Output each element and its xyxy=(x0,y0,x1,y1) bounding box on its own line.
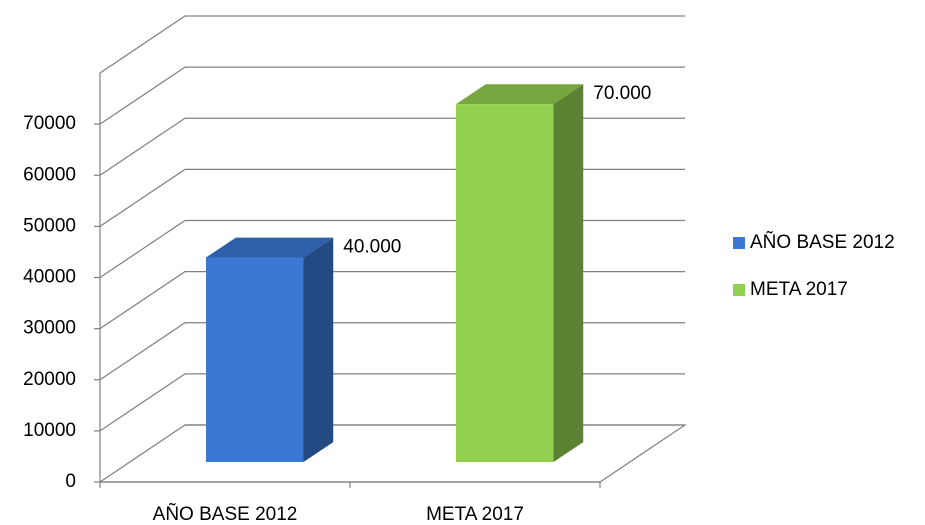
bar xyxy=(456,104,554,463)
bar-top xyxy=(206,237,334,258)
grid-line xyxy=(99,271,685,330)
y-tick-label: 50000 xyxy=(23,215,76,236)
bar-side xyxy=(553,84,584,463)
floor-edge xyxy=(100,424,687,483)
grid-line xyxy=(99,322,685,381)
y-tick-label: 10000 xyxy=(23,420,76,441)
bar xyxy=(206,257,304,463)
y-tick-label: 30000 xyxy=(23,318,76,339)
grid-line xyxy=(99,66,685,125)
grid-line xyxy=(99,373,685,432)
value-label: 70.000 xyxy=(593,83,651,104)
legend-label: AÑO BASE 2012 xyxy=(750,231,895,253)
value-label: 40.000 xyxy=(343,237,401,258)
bar-top xyxy=(456,84,584,105)
x-tick-label: META 2017 xyxy=(426,504,524,525)
legend-swatch xyxy=(733,284,745,296)
x-tick-label: AÑO BASE 2012 xyxy=(153,503,298,525)
grid-line xyxy=(99,168,685,227)
bar-side xyxy=(303,237,334,463)
legend-swatch xyxy=(733,237,745,249)
y-tick-label: 40000 xyxy=(23,267,76,288)
y-tick-label: 70000 xyxy=(23,113,76,134)
grid-line xyxy=(99,117,685,176)
y-tick-label: 20000 xyxy=(23,369,76,390)
grid-line xyxy=(99,424,685,483)
legend-label: META 2017 xyxy=(750,279,848,300)
y-tick-label: 60000 xyxy=(23,164,76,185)
y-tick-label: 0 xyxy=(65,471,76,492)
